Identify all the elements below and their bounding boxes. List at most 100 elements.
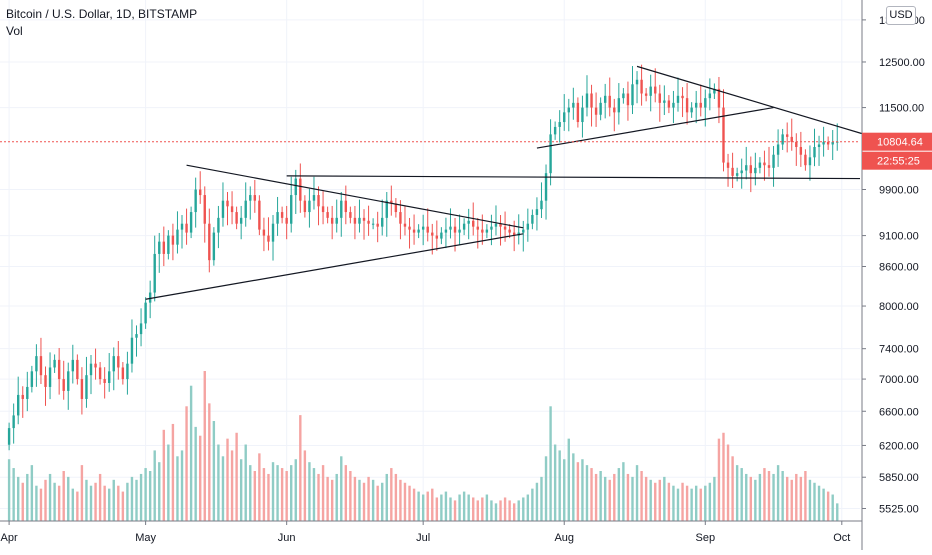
candle-body <box>781 134 784 145</box>
trendlines[interactable] <box>145 65 865 300</box>
volume-bar <box>158 462 161 521</box>
candle-body <box>117 356 120 368</box>
volume-bar <box>30 465 34 521</box>
volume-bar <box>262 468 266 521</box>
volume-bar <box>290 465 293 521</box>
volume-bar <box>635 465 639 521</box>
price-axis[interactable]: 5525.00 5850.00 6200.00 6600.00 7000.00 7400.… <box>861 0 925 550</box>
time-tick-label: Oct <box>833 532 850 544</box>
volume-bar <box>326 476 329 521</box>
price-tick-label: 6600.00 <box>879 406 919 418</box>
volume-bar <box>176 456 179 521</box>
volume-bar <box>148 471 152 521</box>
candle-body <box>726 162 730 168</box>
candle-body <box>476 226 479 230</box>
currency-button[interactable]: USD <box>886 6 916 25</box>
candle-body <box>62 379 65 391</box>
volume-bar <box>335 473 338 521</box>
candle-body <box>112 356 115 372</box>
candle-body <box>790 136 793 142</box>
volume-bar <box>622 462 625 521</box>
volume-bar <box>467 494 470 521</box>
candle-body <box>576 102 580 123</box>
candle-body <box>426 226 429 233</box>
volume-bar <box>690 488 693 521</box>
volume-bar <box>112 479 115 521</box>
candle-body <box>76 359 79 380</box>
volume-bar <box>517 500 520 521</box>
price-tick-label: 9100.00 <box>879 231 919 243</box>
time-tick-label: Jun <box>278 532 296 544</box>
candle-body <box>494 223 498 227</box>
candle-body <box>212 232 216 261</box>
volume-bar <box>726 444 730 521</box>
volume-bar <box>390 468 393 521</box>
volume-bar <box>317 473 320 521</box>
candle-body <box>403 223 407 227</box>
price-tick-label: 7000.00 <box>879 374 919 386</box>
candle-body <box>280 212 284 218</box>
candle-body <box>585 93 589 108</box>
candle-body <box>371 223 375 225</box>
volume-bar <box>208 403 211 521</box>
candle-body <box>453 226 457 233</box>
candle-body <box>162 241 166 254</box>
candle-body <box>663 100 666 103</box>
candle-body <box>553 126 557 135</box>
candle-body <box>217 217 220 233</box>
candle-body <box>353 217 357 224</box>
candle-body <box>71 359 75 372</box>
volume-bar <box>644 476 648 521</box>
candle-body <box>85 375 88 399</box>
volume-bar <box>221 456 225 521</box>
trendline <box>186 164 524 229</box>
candle-body <box>694 102 698 108</box>
volume-bar <box>98 473 102 521</box>
volume-bar <box>303 450 307 521</box>
volume-bar <box>531 488 534 521</box>
price-tick-label: 8000.00 <box>879 301 919 313</box>
candle-body <box>153 253 156 293</box>
volume-bar <box>44 479 47 521</box>
volume-bar <box>704 485 707 521</box>
volume-bar <box>590 468 593 521</box>
candle-body <box>408 226 411 230</box>
candle-body <box>740 170 743 174</box>
volume-bar <box>804 471 807 521</box>
candle-body <box>253 195 257 201</box>
volume-bar <box>312 468 316 521</box>
price-tick-label: 5850.00 <box>879 472 919 484</box>
candle-body <box>681 95 684 99</box>
time-axis[interactable]: Apr May Jun Jul Aug Sep Oct <box>0 520 862 544</box>
candle-body <box>367 220 370 224</box>
candle-body <box>540 200 543 210</box>
candle-body <box>672 102 675 108</box>
volume-bar <box>408 485 411 521</box>
candle-body <box>690 107 693 113</box>
volume-bar <box>512 503 516 521</box>
volume-bar <box>299 415 302 521</box>
volume-bar <box>649 479 652 521</box>
volume-bar <box>681 482 684 521</box>
volume-bar <box>776 465 780 521</box>
volume-bar <box>353 476 357 521</box>
volume-bar <box>153 450 156 521</box>
volume-bar <box>440 494 443 521</box>
volume-bar <box>581 459 584 521</box>
volume-bar <box>708 482 712 521</box>
candle-body <box>290 195 293 224</box>
volume-bar <box>421 494 425 521</box>
volume-bar <box>572 453 575 521</box>
last-price-label: 10804.64 <box>877 137 923 149</box>
candle-body <box>44 375 47 387</box>
volume-label: Vol <box>6 24 23 38</box>
candle-body <box>826 141 830 145</box>
volume-bar <box>280 468 284 521</box>
candle-body <box>340 200 343 218</box>
volume-bar <box>117 485 120 521</box>
candle-body <box>139 323 143 335</box>
volume-bar <box>558 450 561 521</box>
candle-body <box>763 162 766 166</box>
